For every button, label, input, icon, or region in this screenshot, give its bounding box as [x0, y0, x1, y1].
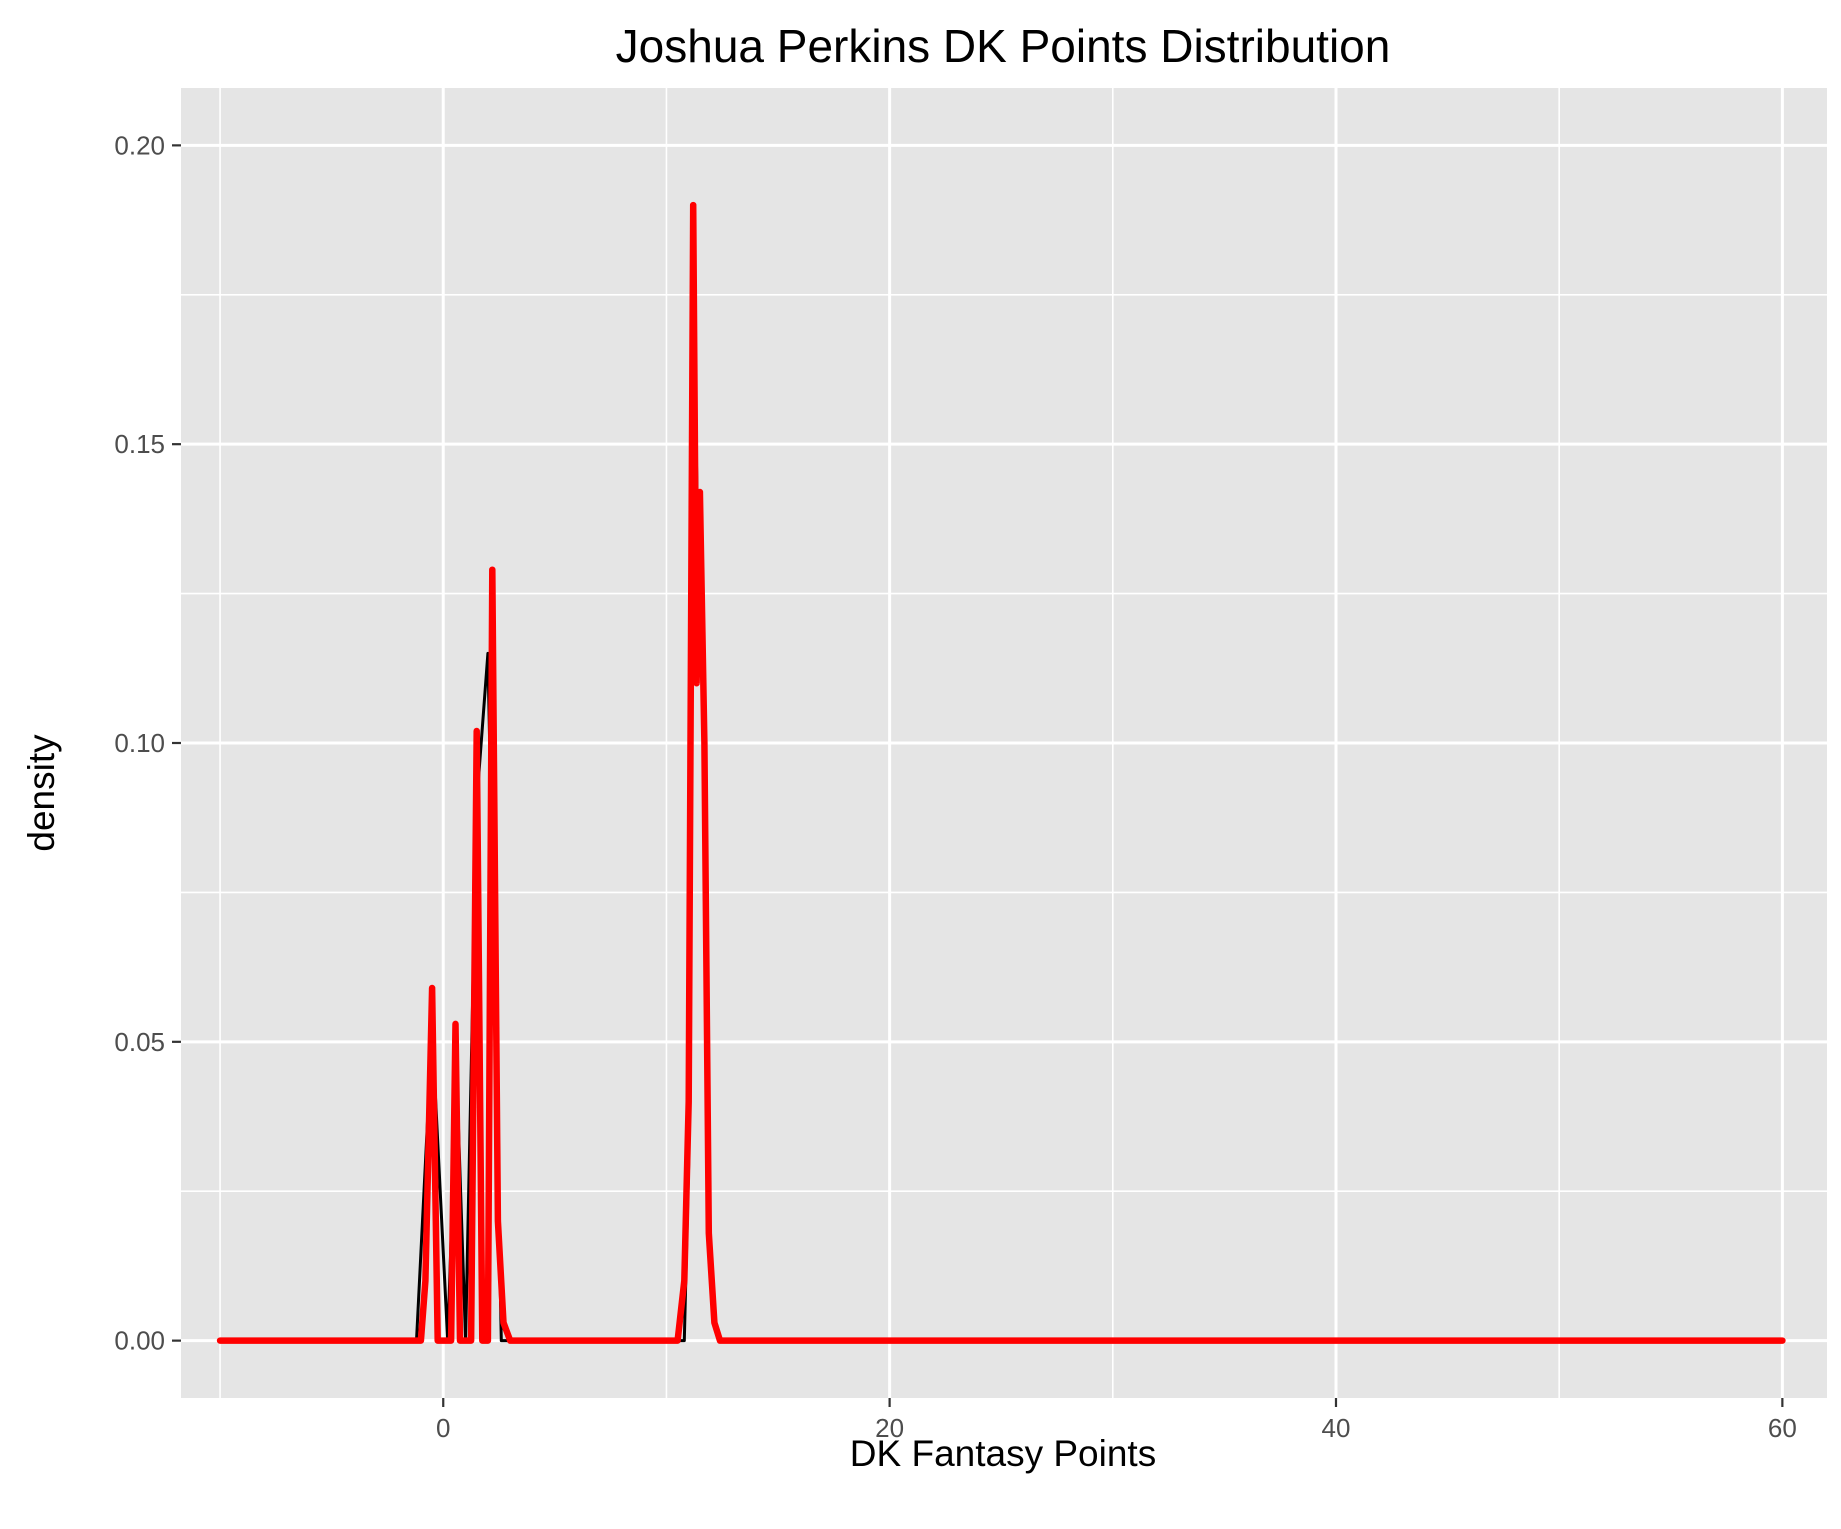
density-series-line-2 [216, 201, 1786, 1344]
x-axis: 0 20 40 60 [436, 1398, 1797, 1443]
y-tick-label: 0.15 [114, 429, 165, 459]
chart-title: Joshua Perkins DK Points Distribution [616, 20, 1391, 72]
x-axis-title: DK Fantasy Points [850, 1433, 1156, 1474]
y-tick-label: 0.05 [114, 1027, 165, 1057]
y-tick-label: 0.10 [114, 728, 165, 758]
major-gridlines [181, 88, 1827, 1398]
y-tick-label: 0.00 [114, 1326, 165, 1356]
x-tick-label: 40 [1322, 1413, 1351, 1443]
y-tick-label: 0.20 [114, 130, 165, 160]
series-layer [216, 201, 1786, 1344]
x-tick-label: 20 [875, 1413, 904, 1443]
y-axis: 0.00 0.05 0.10 0.15 0.20 [114, 130, 181, 1356]
x-tick-label: 0 [436, 1413, 450, 1443]
y-axis-title: density [21, 734, 62, 852]
x-tick-label: 60 [1768, 1413, 1797, 1443]
